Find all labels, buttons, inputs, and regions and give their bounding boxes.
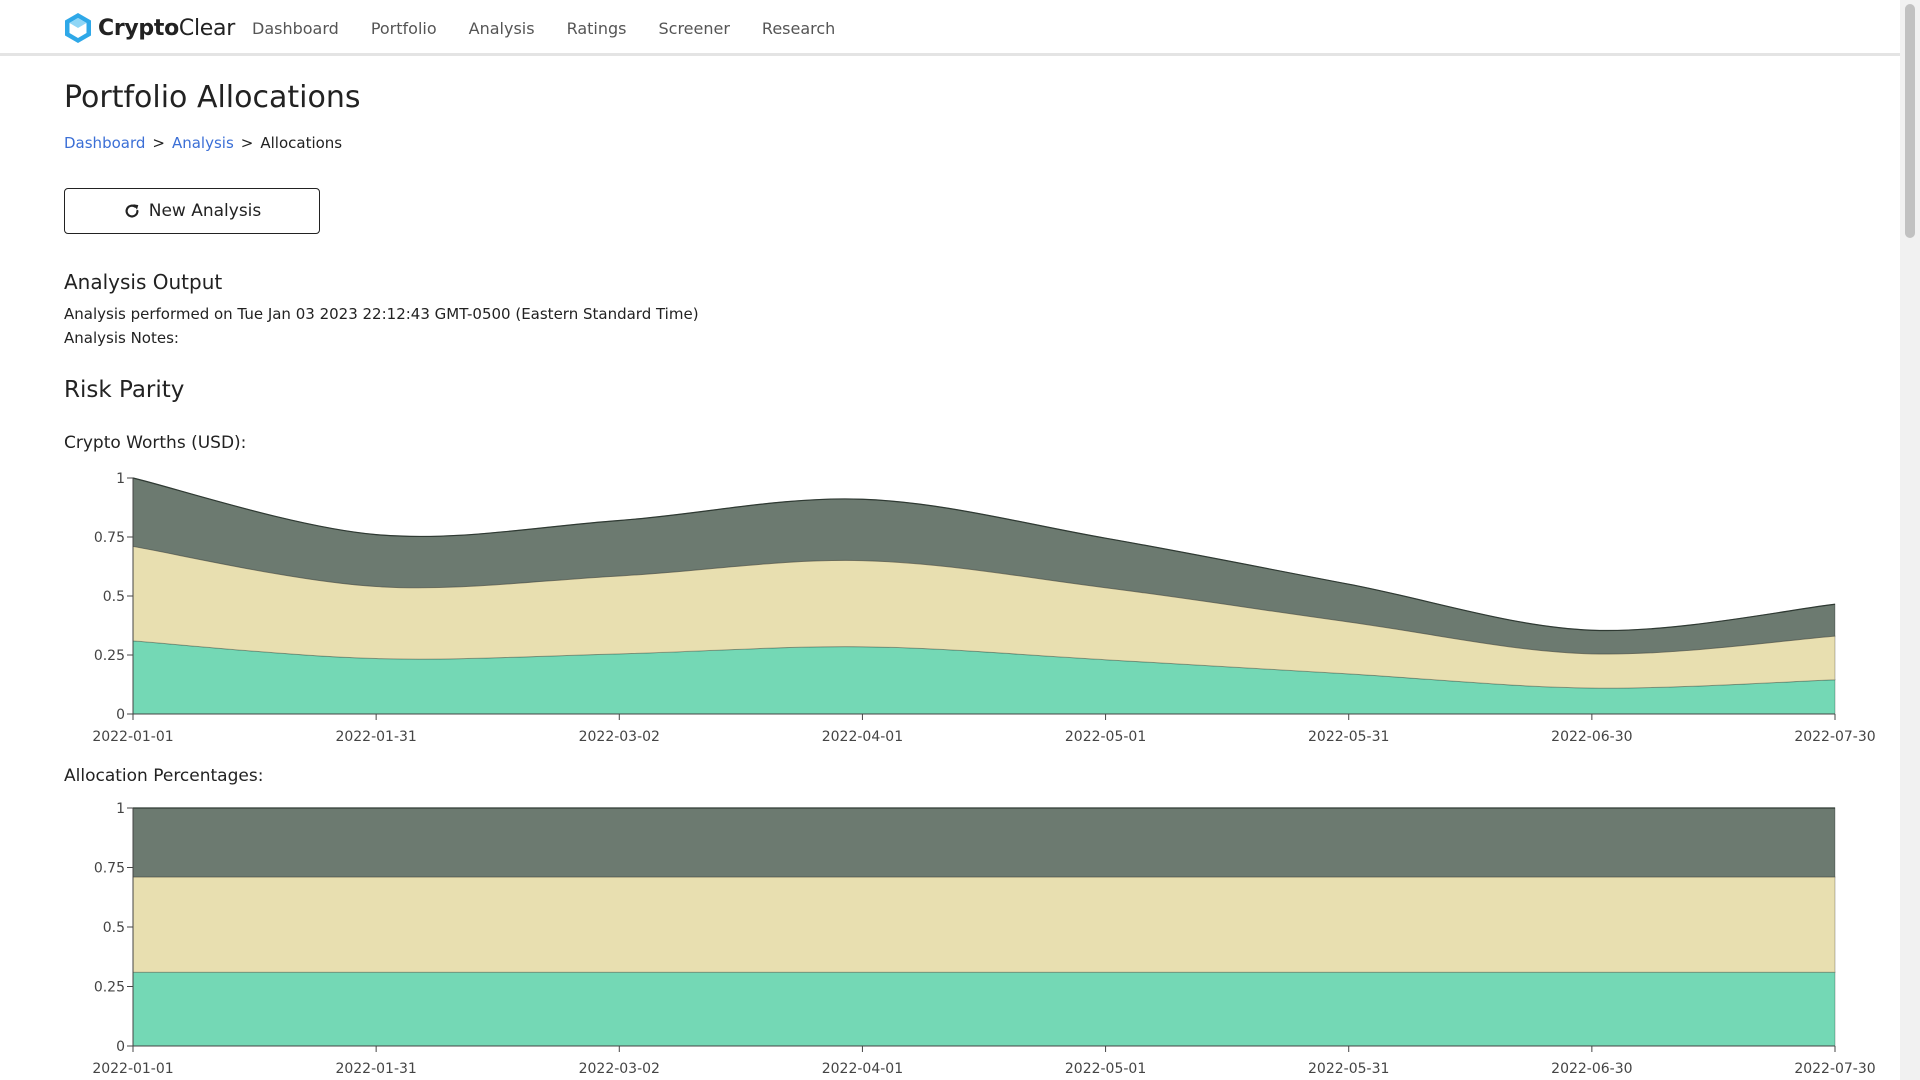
x-tick-label: 2022-03-02 <box>579 1061 660 1077</box>
brand-name: CryptoClear <box>98 15 235 41</box>
breadcrumb-current: Allocations <box>260 134 343 152</box>
y-tick-label: 0.25 <box>94 980 125 996</box>
nav-portfolio[interactable]: Portfolio <box>370 18 437 38</box>
y-tick-label: 0.5 <box>103 589 125 605</box>
y-tick-label: 0.75 <box>94 861 125 877</box>
new-analysis-label: New Analysis <box>148 201 262 221</box>
page-scrollbar[interactable] <box>1900 0 1920 1080</box>
x-tick-label: 2022-07-30 <box>1794 1061 1875 1077</box>
y-tick-label: 0 <box>116 1039 125 1055</box>
brand-logo-link[interactable]: CryptoClear <box>63 10 235 46</box>
breadcrumb-analysis[interactable]: Analysis <box>171 134 234 152</box>
y-tick-label: 1 <box>116 801 125 817</box>
breadcrumb-separator: > <box>152 134 165 152</box>
x-tick-label: 2022-06-30 <box>1551 729 1632 745</box>
nav-ratings[interactable]: Ratings <box>566 18 627 38</box>
nav-analysis[interactable]: Analysis <box>468 18 535 38</box>
x-tick-label: 2022-01-31 <box>335 1061 416 1077</box>
breadcrumb-separator: > <box>240 134 254 152</box>
breadcrumb: Dashboard > Analysis > Allocations <box>64 134 342 152</box>
x-tick-label: 2022-05-31 <box>1308 1061 1389 1077</box>
x-tick-label: 2022-05-31 <box>1308 729 1389 745</box>
y-tick-label: 0 <box>116 707 125 723</box>
analysis-timestamp: Analysis performed on Tue Jan 03 2023 22… <box>64 305 699 323</box>
x-tick-label: 2022-07-30 <box>1794 729 1875 745</box>
x-tick-label: 2022-05-01 <box>1065 1061 1146 1077</box>
area-series-2 <box>132 807 1836 878</box>
y-tick-label: 1 <box>116 471 125 487</box>
y-tick-label: 0.5 <box>103 920 125 936</box>
page-title: Portfolio Allocations <box>64 80 361 115</box>
crypto-worths-label: Crypto Worths (USD): <box>64 433 247 453</box>
y-tick-label: 0.25 <box>94 648 125 664</box>
x-tick-label: 2022-01-01 <box>92 1061 173 1077</box>
nav-research[interactable]: Research <box>761 18 836 38</box>
crypto-worths-chart: 0 0.25 0.5 0.75 1 2022-01-01 2022-01-31 2022-03… <box>92 471 1875 745</box>
area-series-0 <box>132 971 1836 1047</box>
main-nav: Dashboard Portfolio Analysis Ratings Scr… <box>252 0 867 56</box>
x-tick-label: 2022-04-01 <box>822 729 903 745</box>
allocation-percentages-chart: 0 0.25 0.5 0.75 1 2022-01-01 2022-01-31 2022-03… <box>92 801 1875 1077</box>
refresh-icon <box>125 204 139 218</box>
allocation-percentages-label: Allocation Percentages: <box>64 766 264 786</box>
hexagon-logo-icon <box>65 13 91 43</box>
nav-dashboard[interactable]: Dashboard <box>252 18 339 38</box>
area-top-outline <box>132 477 1836 632</box>
x-tick-label: 2022-01-01 <box>92 729 173 745</box>
x-tick-label: 2022-06-30 <box>1551 1061 1632 1077</box>
x-tick-label: 2022-01-31 <box>335 729 416 745</box>
top-navbar: CryptoClear Dashboard Portfolio Analysis… <box>0 0 1900 56</box>
breadcrumb-dashboard[interactable]: Dashboard <box>64 134 146 152</box>
nav-screener[interactable]: Screener <box>658 18 730 38</box>
x-tick-label: 2022-03-02 <box>579 729 660 745</box>
area-series-1 <box>132 876 1836 973</box>
scrollbar-thumb[interactable] <box>1905 4 1915 238</box>
x-tick-label: 2022-05-01 <box>1065 729 1146 745</box>
analysis-output-heading: Analysis Output <box>64 270 223 294</box>
new-analysis-button[interactable]: New Analysis <box>64 188 320 234</box>
y-tick-label: 0.75 <box>94 530 125 546</box>
analysis-notes-label: Analysis Notes: <box>64 329 179 347</box>
x-tick-label: 2022-04-01 <box>822 1061 903 1077</box>
strategy-heading: Risk Parity <box>64 377 185 403</box>
